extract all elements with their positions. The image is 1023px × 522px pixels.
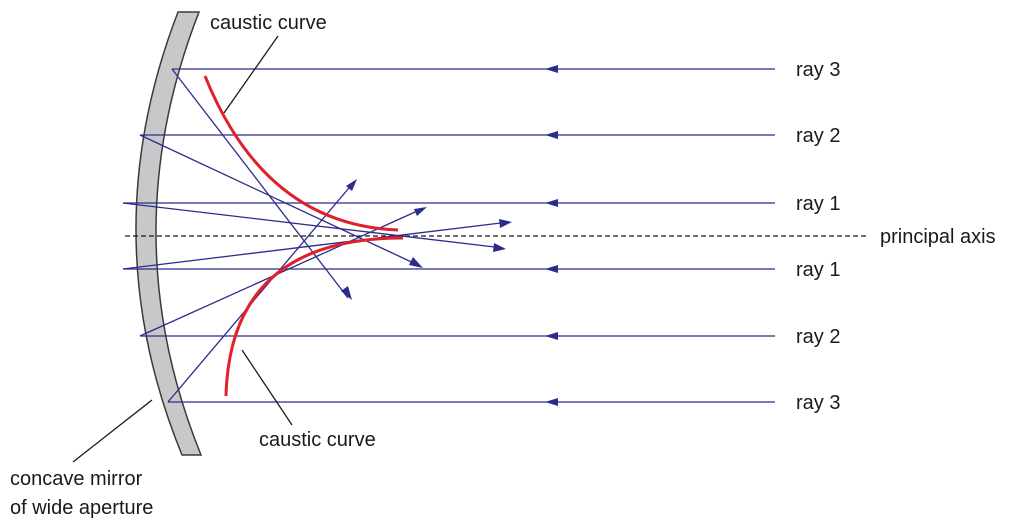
leader-mirror bbox=[72, 399, 153, 463]
caustic-label-bottom: caustic curve bbox=[259, 429, 376, 451]
arrowhead-ray-1-bottom bbox=[545, 265, 558, 273]
reflected-ray-2-top bbox=[139, 134, 421, 267]
principal-axis-label: principal axis bbox=[880, 226, 996, 248]
incident-rays bbox=[123, 68, 775, 403]
ray-label: ray 3 bbox=[796, 59, 840, 81]
concave-mirror bbox=[135, 11, 203, 456]
arrowhead-reflected-3-bottom bbox=[346, 179, 357, 191]
leader-caustic-bottom bbox=[241, 349, 293, 426]
leader-caustic-top bbox=[223, 35, 279, 114]
arrowhead-ray-2-top bbox=[545, 131, 558, 139]
reflected-ray-2-bottom bbox=[139, 207, 425, 337]
arrowhead-reflected-1-top bbox=[493, 243, 506, 252]
reflected-rays bbox=[122, 68, 510, 403]
arrowhead-reflected-2-bottom bbox=[414, 207, 427, 216]
ray-label: ray 2 bbox=[796, 125, 840, 147]
caustic-label-top: caustic curve bbox=[210, 12, 327, 34]
ray-label: ray 1 bbox=[796, 259, 840, 281]
arrowhead-ray-3-bottom bbox=[545, 398, 558, 406]
mirror-label-line1: concave mirror bbox=[10, 468, 143, 490]
caustic-curve-bottom bbox=[224, 236, 404, 397]
reflected-ray-1-top bbox=[122, 202, 504, 249]
arrowhead-reflected-3-top bbox=[341, 286, 352, 300]
ray-label: ray 1 bbox=[796, 193, 840, 215]
mirror-label-line2: of wide aperture bbox=[10, 497, 153, 519]
reflected-ray-3-bottom bbox=[167, 181, 355, 403]
ray-label: ray 3 bbox=[796, 392, 840, 414]
arrowhead-ray-1-top bbox=[545, 199, 558, 207]
arrowhead-reflected-2-top bbox=[409, 257, 423, 268]
ray-label: ray 2 bbox=[796, 326, 840, 348]
arrowhead-ray-3-top bbox=[545, 65, 558, 73]
caustic-curve-top bbox=[203, 75, 399, 232]
reflected-arrowheads bbox=[341, 179, 512, 300]
arrowhead-reflected-1-bottom bbox=[499, 219, 512, 228]
arrowhead-ray-2-bottom bbox=[545, 332, 558, 340]
incident-arrowheads bbox=[545, 65, 558, 406]
reflected-ray-1-bottom bbox=[122, 221, 510, 270]
reflected-ray-3-top bbox=[171, 68, 349, 299]
